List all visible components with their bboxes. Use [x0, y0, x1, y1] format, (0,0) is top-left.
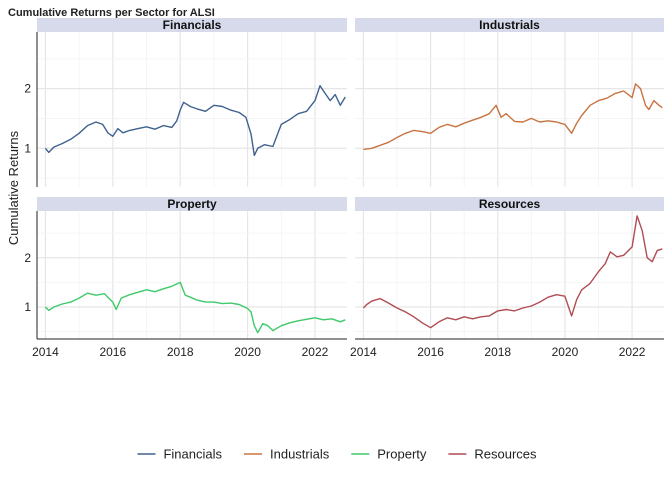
panel-financials: Financials 1 2: [24, 18, 347, 187]
x-tick-label: 2020: [234, 345, 261, 359]
y-tick-label: 2: [24, 82, 31, 96]
y-tick-label: 1: [24, 141, 31, 155]
strip-label: Industrials: [479, 18, 540, 32]
legend-item-property: Property: [351, 447, 427, 462]
y-tick-label: 2: [24, 251, 31, 265]
y-axis-title: Cumulative Returns: [6, 130, 21, 245]
x-tick-label: 2018: [484, 345, 511, 359]
strip-label: Resources: [479, 197, 541, 211]
strip-background: [37, 18, 347, 32]
series-line-property: [44, 281, 346, 334]
x-tick-label: 2018: [167, 345, 194, 359]
legend-item-industrials: Industrials: [244, 447, 330, 462]
strip-background: [355, 18, 664, 32]
legend-label: Property: [377, 447, 427, 462]
series-line-financials: [44, 85, 346, 157]
legend: Financials Industrials Property Resources: [137, 447, 537, 462]
x-tick-label: 2022: [302, 345, 329, 359]
chart-title: Cumulative Returns per Sector for ALSI: [8, 7, 215, 19]
legend-item-resources: Resources: [448, 447, 537, 462]
legend-label: Resources: [474, 447, 537, 462]
y-tick-label: 1: [24, 300, 31, 314]
x-tick-label: 2022: [619, 345, 646, 359]
x-tick-label: 2014: [32, 345, 59, 359]
strip-label: Property: [167, 197, 217, 211]
legend-item-financials: Financials: [137, 447, 222, 462]
legend-label: Industrials: [270, 447, 330, 462]
x-tick-label: 2020: [552, 345, 579, 359]
strip-background: [355, 197, 664, 211]
strip-background: [37, 197, 347, 211]
series-line-industrials: [363, 83, 663, 151]
facet-panels: Financials 1 2 Industrials Property 1 2 2014 201…: [24, 18, 664, 359]
legend-label: Financials: [163, 447, 222, 462]
x-tick-label: 2014: [350, 345, 377, 359]
panel-industrials: Industrials: [355, 18, 664, 187]
x-tick-label: 2016: [417, 345, 444, 359]
strip-label: Financials: [163, 18, 222, 32]
series-line-resources: [362, 215, 663, 329]
panel-resources: Resources 2014 2016 2018 2020 2022: [350, 197, 664, 359]
panel-property: Property 1 2 2014 2016 2018 2020 2022: [24, 197, 347, 359]
x-tick-label: 2016: [99, 345, 126, 359]
